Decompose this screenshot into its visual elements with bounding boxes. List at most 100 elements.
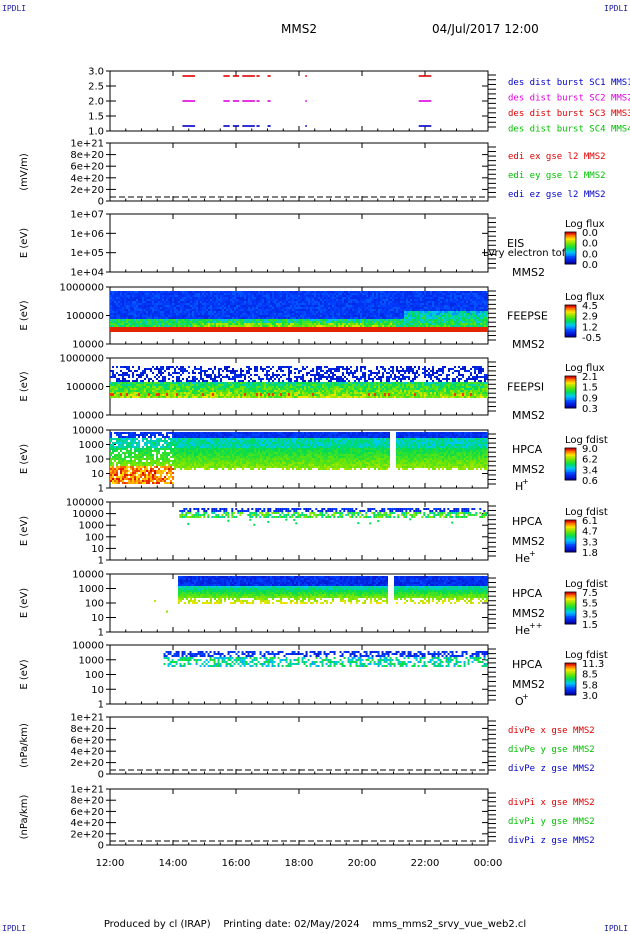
spectrogram-cell [168, 291, 170, 293]
spectrogram-cell [238, 303, 240, 305]
spectrogram-cell [386, 293, 388, 295]
spectrogram-cell [328, 293, 330, 295]
spectrogram-cell [382, 325, 384, 327]
spectrogram-cell [274, 327, 276, 332]
spectrogram-cell [452, 309, 454, 311]
spectrogram-cell [376, 301, 378, 303]
spectrogram-cell [322, 321, 324, 323]
colorbar-segment [565, 333, 576, 336]
spectrogram-cell [396, 307, 398, 309]
spectrogram-cell [476, 327, 478, 332]
spectrogram-cell [274, 325, 276, 327]
spectrogram-cell [344, 313, 346, 315]
spectrogram-cell [472, 315, 474, 317]
spectrogram-cell [446, 309, 448, 311]
spectrogram-cell [112, 376, 114, 378]
spectrogram-cell [204, 394, 206, 396]
spectrogram-cell [342, 319, 344, 321]
spectrogram-cell [426, 299, 428, 301]
spectrogram-cell [118, 374, 120, 376]
spectrogram-cell [294, 307, 296, 309]
spectrogram-cell [198, 368, 200, 370]
spectrogram-cell [240, 303, 242, 305]
spectrogram-cell [424, 309, 426, 311]
spectrogram-cell [238, 311, 240, 313]
spectrogram-cell [408, 319, 410, 321]
spectrogram-cell [256, 313, 258, 315]
spectrogram-cell [284, 305, 286, 307]
spectrogram-cell [268, 321, 270, 323]
spectrogram-cell [150, 386, 152, 388]
spectrogram-cell [480, 299, 482, 301]
spectrogram-cell [252, 297, 254, 299]
spectrogram-cell [264, 321, 266, 323]
spectrogram-cell [358, 299, 360, 301]
spectrogram-cell [164, 297, 166, 299]
spectrogram-cell [440, 323, 442, 325]
spectrogram-cell [452, 293, 454, 295]
spectrogram-cell [278, 315, 280, 317]
spectrogram-cell [126, 393, 128, 396]
spectrogram-cell [466, 301, 468, 303]
spectrogram-cell [194, 319, 196, 321]
spectrogram-cell [176, 319, 178, 321]
spectrogram-cell [204, 396, 206, 398]
spectrogram-cell [456, 303, 458, 305]
spectrogram-cell [352, 323, 354, 325]
spectrogram-cell [418, 303, 420, 305]
spectrogram-cell [116, 378, 118, 380]
spectrogram-cell [190, 327, 192, 332]
spectrogram-cell [172, 327, 174, 332]
spectrogram-cell [192, 301, 194, 303]
spectrogram-cell [266, 319, 268, 321]
spectrogram-cell [390, 311, 392, 313]
spectrogram-cell [226, 303, 228, 305]
spectrogram-cell [472, 301, 474, 303]
spectrogram-cell [404, 327, 406, 332]
spectrogram-cell [206, 380, 208, 382]
spectrogram-cell [162, 293, 164, 295]
spectrogram-cell [206, 374, 208, 376]
spectrogram-cell [126, 297, 128, 299]
spectrogram-cell [234, 317, 236, 319]
spectrogram-cell [350, 305, 352, 307]
spectrogram-cell [464, 297, 466, 299]
spectrogram-cell [342, 307, 344, 309]
spectrogram-cell [432, 309, 434, 311]
spectrogram-cell [340, 315, 342, 317]
spectrogram-cell [412, 307, 414, 309]
spectrogram-cell [214, 309, 216, 311]
spectrogram-cell [350, 325, 352, 327]
spectrogram-cell [150, 311, 152, 313]
spectrogram-cell [260, 303, 262, 305]
spectrogram-cell [176, 295, 178, 297]
spectrogram-cell [192, 315, 194, 317]
spectrogram-cell [264, 309, 266, 311]
spectrogram-cell [174, 305, 176, 307]
spectrogram-cell [286, 291, 288, 293]
spectrogram-cell [164, 299, 166, 301]
spectrogram-cell [276, 313, 278, 315]
spectrogram-cell [264, 325, 266, 327]
spectrogram-cell [114, 295, 116, 297]
spectrogram-cell [382, 315, 384, 317]
spectrogram-cell [290, 325, 292, 327]
spectrogram-cell [262, 307, 264, 309]
spectrogram-cell [300, 319, 302, 321]
spectrogram-cell [222, 303, 224, 305]
spectrogram-cell [348, 323, 350, 325]
spectrogram-cell [462, 319, 464, 321]
spectrogram-cell [182, 394, 184, 396]
spectrogram-cell [358, 311, 360, 313]
spectrogram-cell [484, 311, 486, 313]
spectrogram-cell [480, 295, 482, 297]
spectrogram-cell [478, 327, 480, 332]
spectrogram-cell [220, 325, 222, 327]
spectrogram-cell [154, 390, 156, 392]
spectrogram-cell [110, 388, 112, 390]
panel-data [182, 75, 432, 127]
spectrogram-cell [216, 311, 218, 313]
spectrogram-cell [482, 295, 484, 297]
spectrogram-cell [156, 366, 158, 368]
spectrogram-cell [116, 311, 118, 313]
